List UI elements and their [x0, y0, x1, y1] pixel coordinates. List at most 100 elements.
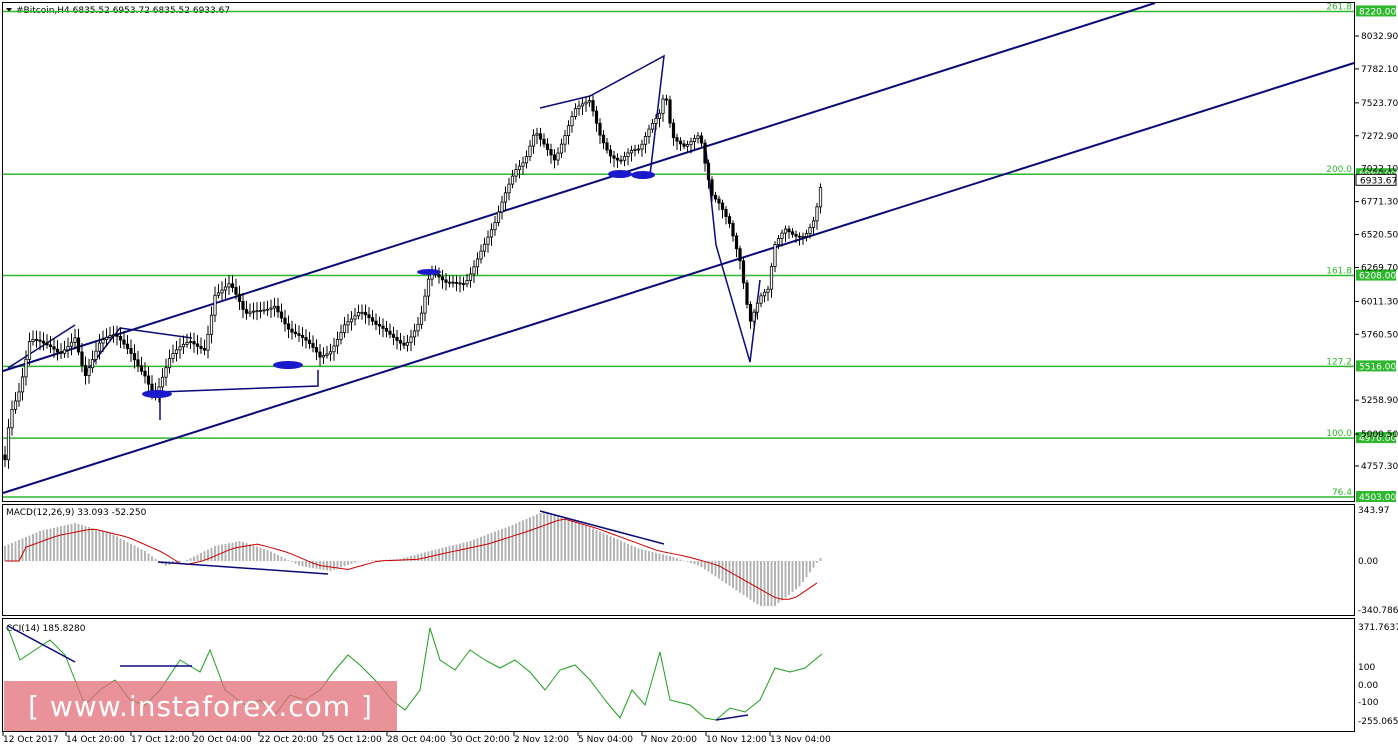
pivot-marker-5[interactable]: [631, 171, 655, 179]
pivot-marker-3[interactable]: [417, 269, 441, 275]
cci-divergence-3[interactable]: [715, 714, 749, 721]
candle-body: [185, 342, 189, 345]
macd-bar: [455, 544, 458, 561]
macd-divergence-2[interactable]: [539, 510, 665, 545]
pivot-markers[interactable]: [142, 170, 655, 398]
macd-bar: [252, 545, 255, 561]
macd-bar: [105, 532, 108, 561]
macd-bar: [819, 558, 822, 561]
macd-bar: [357, 561, 360, 562]
candle-body: [608, 149, 613, 157]
macd-bar: [137, 547, 139, 561]
candle-body: [251, 310, 256, 313]
candle-body: [678, 140, 683, 145]
trend-channel[interactable]: [2, 2, 1355, 494]
candle-body: [384, 328, 389, 332]
macd-bar: [536, 514, 538, 561]
candle-body: [612, 155, 616, 159]
pivot-marker-1[interactable]: [142, 390, 172, 398]
macd-bar: [445, 547, 447, 561]
candle-body: [689, 141, 693, 146]
candle-body: [237, 293, 242, 302]
candle-body: [311, 343, 315, 348]
pivot-marker-2[interactable]: [273, 361, 303, 369]
macd-bar: [641, 549, 643, 561]
candle-body: [3, 454, 7, 461]
macd-bar: [249, 544, 251, 561]
candle-body: [276, 305, 280, 313]
candle-body: [545, 143, 550, 150]
candle-body: [507, 183, 511, 194]
macd-bar: [130, 543, 132, 561]
cci-divergence-1[interactable]: [7, 625, 76, 663]
macd-bar: [378, 560, 381, 561]
candle-body: [780, 232, 784, 239]
candle-body: [146, 375, 151, 385]
macd-bar: [469, 540, 472, 561]
macd-bar: [196, 554, 199, 561]
macd-bar: [322, 561, 325, 570]
macd-bar: [606, 534, 608, 561]
candle-body: [783, 228, 788, 234]
rise-line[interactable]: [7, 324, 76, 369]
candle-body: [622, 156, 627, 161]
macd-bar: [140, 549, 143, 561]
candle-body: [314, 347, 319, 353]
macd-bar: [371, 560, 374, 561]
macd-bar: [203, 551, 206, 561]
candle-body: [118, 335, 123, 341]
macd-bar: [333, 561, 335, 570]
drop-pattern-line[interactable]: [705, 149, 761, 363]
top-pattern-line[interactable]: [539, 54, 665, 176]
macd-bar: [154, 558, 157, 561]
macd-axis: 343.97 0.00 -340.786: [1358, 506, 1398, 616]
fibonacci-levels[interactable]: 261.88220.00200.06980.00161.86208.00127.…: [3, 2, 1396, 503]
macd-divergence-1[interactable]: [157, 561, 329, 575]
macd-bar: [749, 561, 752, 600]
candle-body: [654, 117, 658, 124]
macd-bar: [259, 547, 262, 561]
macd-bar: [98, 530, 101, 561]
candle-body: [769, 266, 774, 290]
macd-bar: [11, 543, 13, 561]
macd-bar: [494, 531, 496, 561]
macd-bar: [760, 561, 762, 606]
wedge-lower[interactable]: [159, 370, 319, 420]
candle-body: [475, 258, 480, 268]
candle-body: [755, 302, 760, 313]
channel-upper-line[interactable]: [2, 2, 1156, 372]
macd-bar: [697, 561, 699, 566]
candle-body: [566, 125, 571, 136]
macd-bar: [812, 561, 815, 568]
candle-body: [31, 338, 35, 342]
candle-body: [97, 342, 102, 352]
macd-bar: [28, 535, 31, 561]
macd-bar: [777, 561, 780, 604]
macd-bar: [77, 524, 80, 561]
candle-body: [122, 339, 126, 345]
candle-body: [706, 162, 711, 181]
candle-body: [69, 341, 74, 347]
macd-bar: [91, 528, 94, 561]
macd-bar: [739, 561, 741, 593]
candle-body: [531, 134, 536, 147]
macd-bar: [763, 561, 766, 606]
time-tick-label: 14 Oct 20:00: [66, 735, 125, 745]
triangle-down-icon[interactable]: [6, 8, 12, 12]
candle-body: [192, 341, 196, 345]
macd-bar: [571, 520, 573, 561]
candle-body: [346, 321, 350, 326]
macd-bar: [742, 561, 745, 595]
candle-body: [6, 427, 11, 461]
macd-bar: [245, 543, 248, 561]
pivot-marker-4[interactable]: [608, 170, 632, 178]
macd-bar: [662, 554, 664, 561]
cci-tick-label: 0.00: [1358, 681, 1378, 691]
candle-body: [73, 337, 77, 343]
macd-bar: [634, 546, 636, 561]
channel-lower-line[interactable]: [2, 62, 1355, 494]
candle-body: [255, 310, 259, 313]
macd-bar: [242, 542, 244, 561]
candle-body: [167, 358, 172, 369]
